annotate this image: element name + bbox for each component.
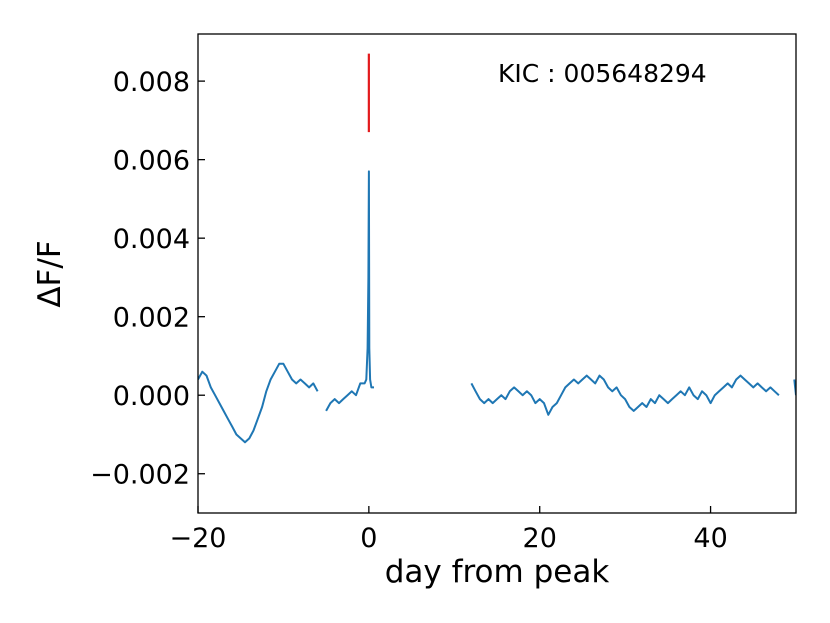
y-tick-label: −0.002: [90, 460, 190, 491]
x-tick-label: 20: [523, 523, 557, 554]
x-axis-label: day from peak: [385, 554, 610, 590]
x-tick-label: 40: [693, 523, 727, 554]
y-tick-label: 0.006: [113, 146, 190, 177]
series-segment-3: [470, 374, 780, 416]
y-tick-label: 0.008: [113, 67, 190, 98]
x-tick-label: −20: [170, 523, 227, 554]
x-axis-ticks: −20 0 20 40: [170, 506, 728, 554]
kic-annotation: KIC : 005648294: [498, 59, 707, 88]
plot-area: [198, 53, 796, 444]
axes-frame: [197, 33, 797, 514]
y-tick-label: 0.000: [113, 381, 190, 412]
y-axis-label: ΔF/F: [32, 240, 68, 307]
y-tick-label: 0.002: [113, 303, 190, 334]
x-tick-label: 0: [360, 523, 377, 554]
y-axis-ticks: −0.002 0.000 0.002 0.004 0.006 0.008: [90, 67, 205, 491]
y-tick-label: 0.004: [113, 224, 190, 255]
series-segment-1: [198, 362, 319, 444]
series-segment-2: [325, 170, 374, 412]
